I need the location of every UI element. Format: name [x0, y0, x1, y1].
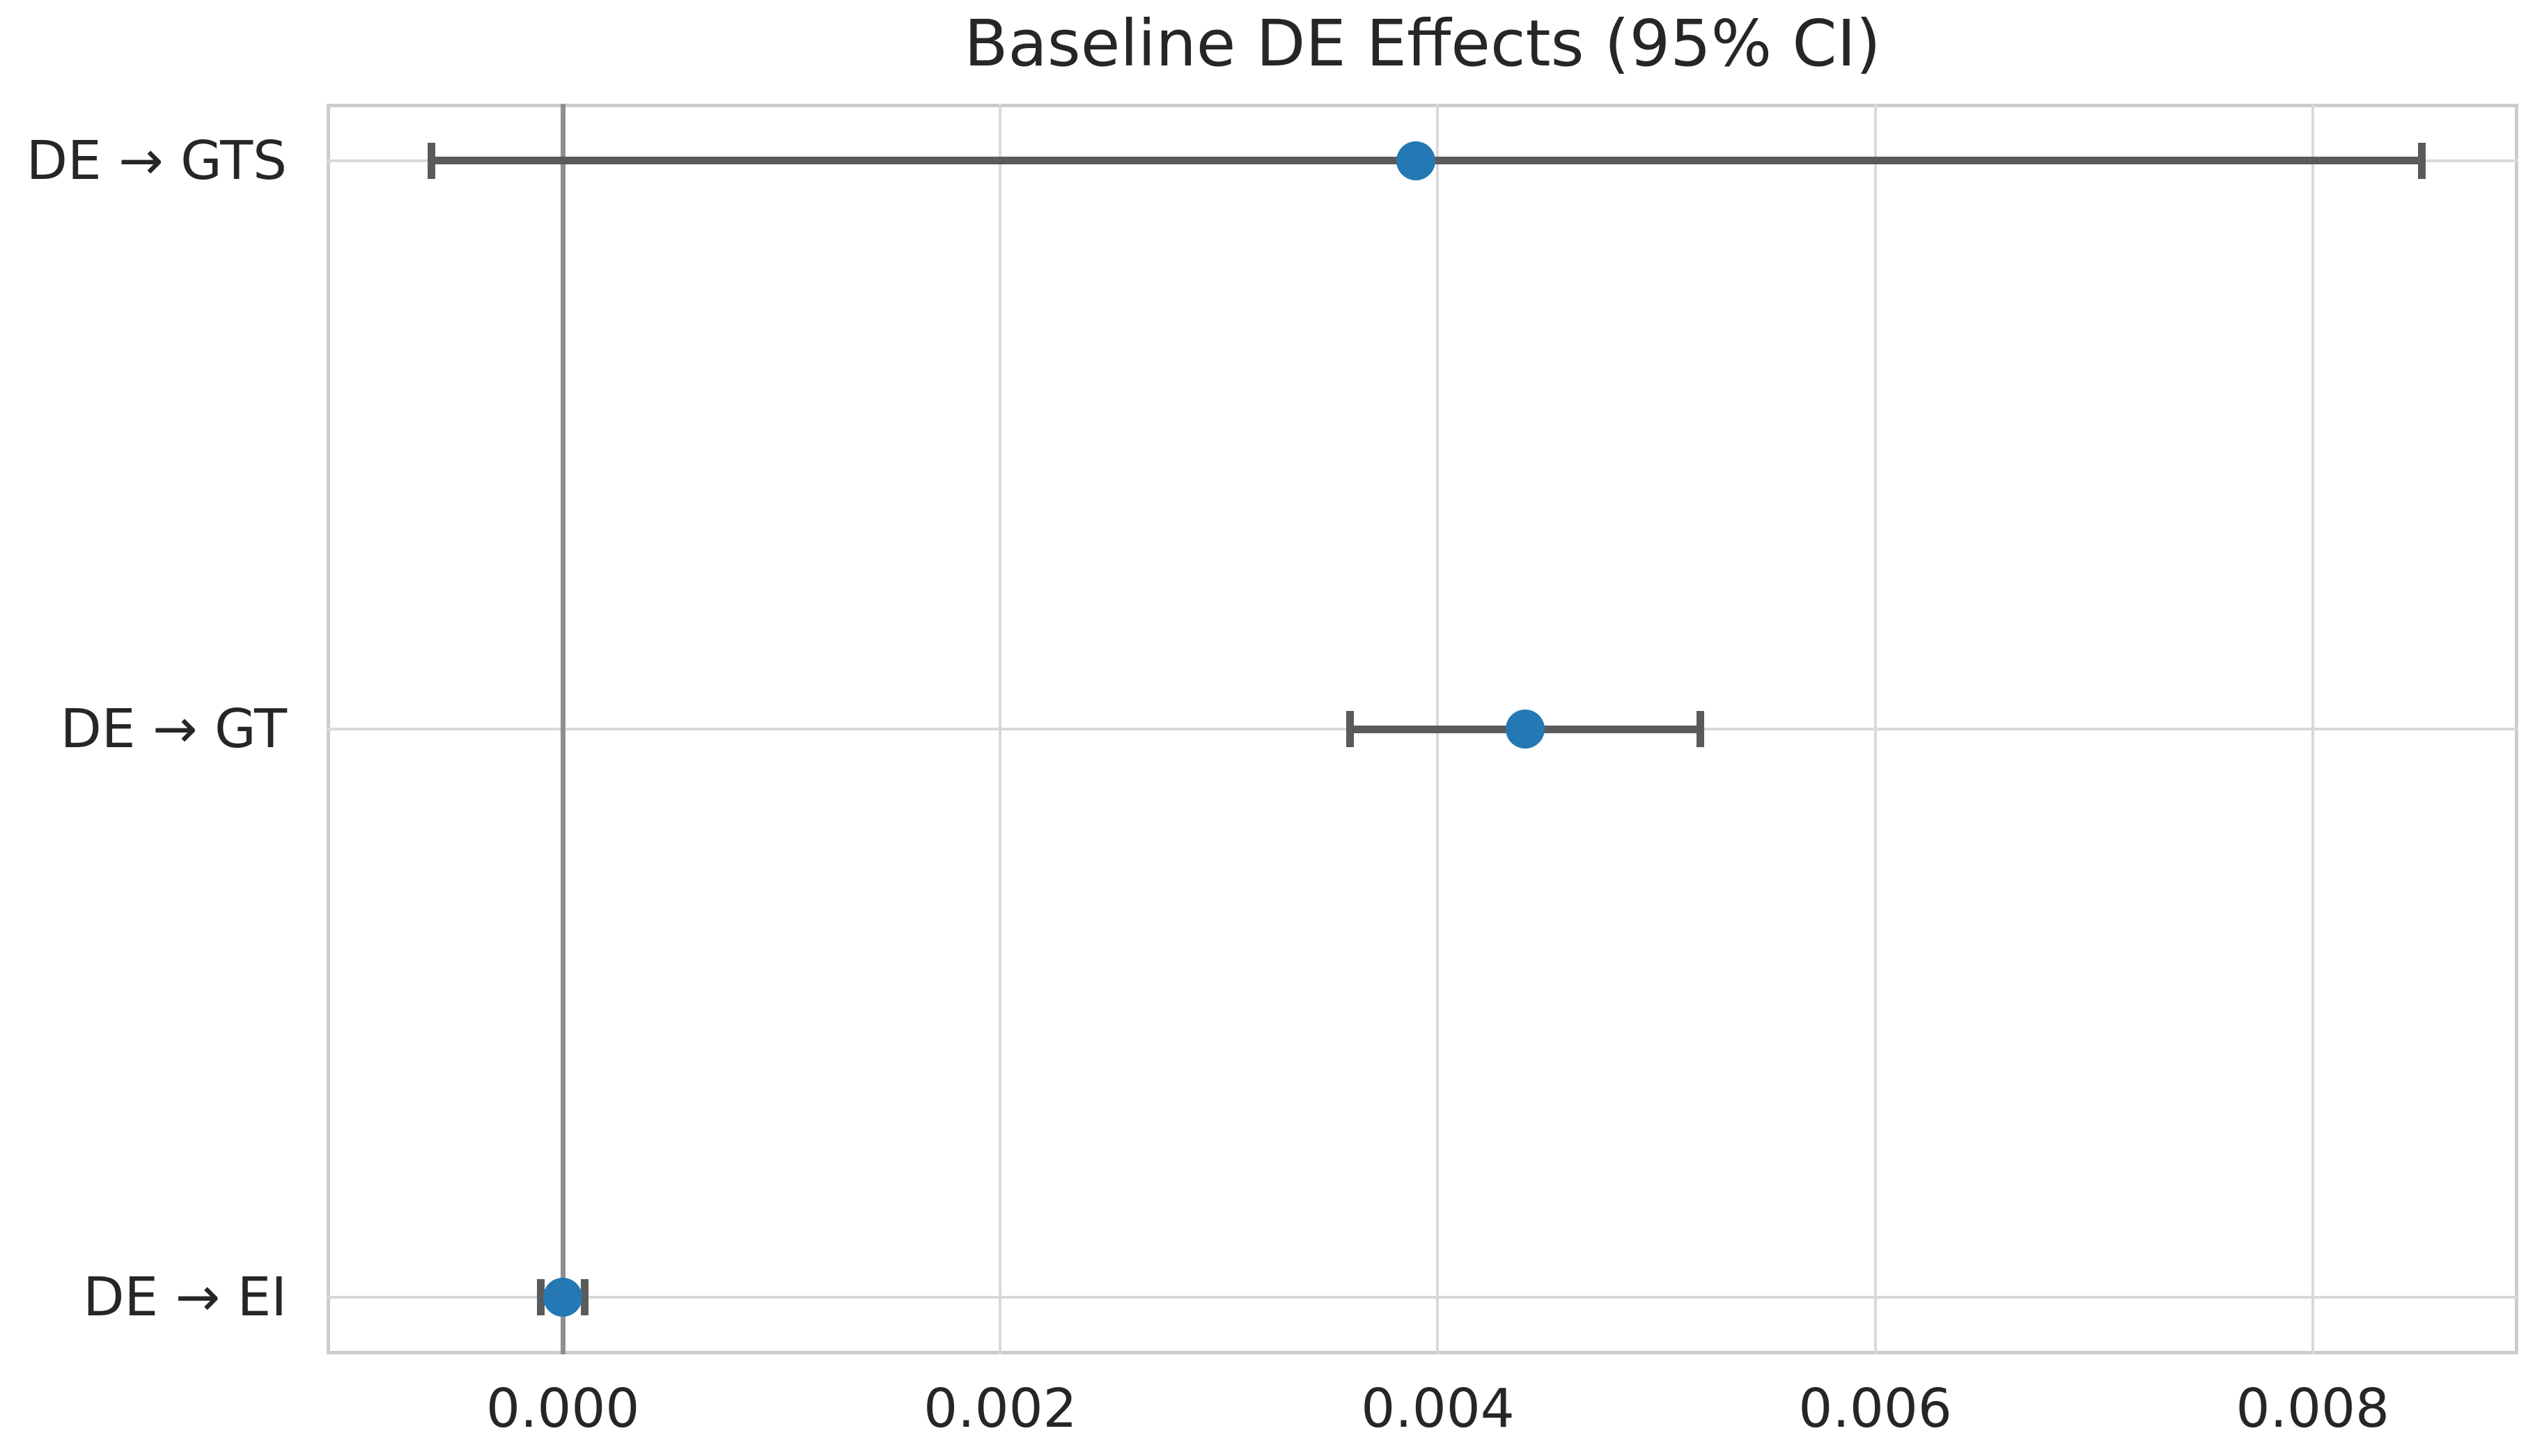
chart-title: Baseline DE Effects (95% CI) [964, 6, 1881, 81]
x-tick-label: 0.004 [1361, 1378, 1515, 1440]
data-point-marker [1506, 710, 1545, 749]
error-bar-cap-low [1346, 711, 1355, 747]
data-point-marker [1396, 141, 1436, 180]
x-tick-label: 0.002 [923, 1378, 1077, 1440]
x-tick-label: 0.008 [2236, 1378, 2389, 1440]
y-tick-label: DE → GT [60, 698, 287, 760]
error-bar-cap-high [581, 1279, 589, 1316]
error-bar-cap-low [428, 142, 436, 179]
error-bar-cap-high [2418, 142, 2426, 179]
h-gridline [327, 1296, 2518, 1299]
data-point-marker [543, 1278, 583, 1317]
error-bar-cap-low [537, 1279, 545, 1316]
error-bar-cap-high [1696, 711, 1704, 747]
x-tick-label: 0.000 [485, 1378, 640, 1440]
y-tick-label: DE → GTS [26, 130, 287, 192]
zero-line [560, 104, 566, 1354]
y-tick-label: DE → EI [83, 1267, 287, 1329]
x-tick-label: 0.006 [1798, 1378, 1952, 1440]
